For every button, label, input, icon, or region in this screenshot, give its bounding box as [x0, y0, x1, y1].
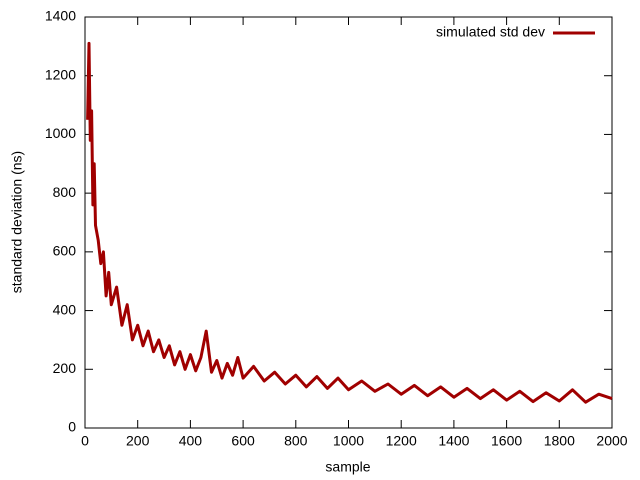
x-tick-label: 600: [231, 433, 255, 449]
y-tick-label: 1400: [45, 8, 76, 24]
legend-label: simulated std dev: [436, 24, 545, 40]
y-axis-label: standard deviation (ns): [9, 151, 25, 293]
y-tick-label: 1000: [45, 125, 76, 141]
x-tick-label: 1800: [544, 433, 575, 449]
x-tick-label: 1600: [491, 433, 522, 449]
y-tick-label: 600: [53, 243, 77, 259]
x-tick-label: 1000: [333, 433, 364, 449]
x-tick-label: 1400: [438, 433, 469, 449]
y-tick-label: 1200: [45, 66, 76, 82]
y-tick-label: 200: [53, 360, 77, 376]
x-tick-label: 400: [179, 433, 203, 449]
y-tick-label: 0: [68, 419, 76, 435]
plot-frame: [84, 16, 613, 429]
x-tick-label: 800: [284, 433, 308, 449]
x-tick-label: 0: [81, 433, 89, 449]
x-tick-label: 2000: [596, 433, 627, 449]
y-tick-label: 800: [53, 184, 77, 200]
x-tick-label: 1200: [386, 433, 417, 449]
x-axis-label: sample: [325, 459, 370, 475]
x-tick-label: 200: [126, 433, 150, 449]
y-tick-label: 400: [53, 301, 77, 317]
data-line: [86, 41, 613, 404]
